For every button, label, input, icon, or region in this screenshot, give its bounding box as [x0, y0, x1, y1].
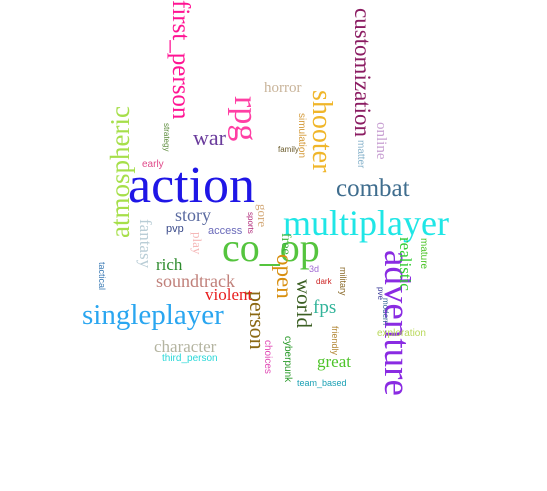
word-character: character [154, 337, 217, 356]
word-sports: sports [246, 212, 255, 234]
word-strategy: strategy [162, 123, 171, 152]
word-violent: violent [205, 285, 253, 304]
word-soundtrack: soundtrack [156, 271, 235, 291]
word-realistic: realistic [396, 237, 415, 291]
word-war: war [193, 125, 226, 150]
word-military: military [338, 267, 348, 296]
word-fps: fps [313, 297, 337, 318]
word-atmospheric: atmospheric [105, 106, 135, 238]
word-gore: gore [255, 204, 270, 228]
word-world: world [292, 279, 316, 328]
word-third-person: third_person [162, 353, 218, 364]
word-coop: co_op [222, 225, 320, 270]
word-dark: dark [316, 277, 332, 286]
word-family: family [278, 145, 299, 154]
word-matter: matter [355, 140, 366, 169]
word-combat: combat [336, 175, 410, 202]
word-team-based: team_based [297, 378, 347, 388]
word-multiplayer: multiplayer [283, 203, 449, 243]
word-3d: 3d [309, 264, 320, 274]
word-first-person: first_person [167, 0, 194, 120]
word-online: online [373, 122, 389, 160]
word-fantasy: fantasy [136, 219, 155, 269]
word-shooter: shooter [306, 90, 337, 173]
word-singleplayer: singleplayer [82, 299, 224, 331]
word-cyberpunk: cyberpunk [282, 336, 293, 383]
word-pvp: pvp [166, 223, 184, 235]
word-rich: rich [156, 255, 183, 274]
word-customization: customization [350, 8, 375, 138]
word-early: early [142, 159, 164, 170]
word-tactical: tactical [97, 262, 107, 291]
word-rpg: rpg [227, 96, 264, 142]
word-free: free [278, 233, 293, 255]
word-choices: choices [262, 340, 273, 374]
word-friendly: friendly [330, 326, 340, 356]
word-story: story [175, 205, 211, 225]
word-great: great [317, 352, 351, 371]
word-play: play [190, 232, 205, 255]
word-exploration: exploration [377, 328, 426, 339]
word-horror: horror [264, 80, 302, 96]
word-mature: mature [418, 238, 429, 270]
word-action: action [128, 157, 256, 214]
word-access: access [208, 225, 243, 237]
word-modern: modern [381, 298, 390, 326]
